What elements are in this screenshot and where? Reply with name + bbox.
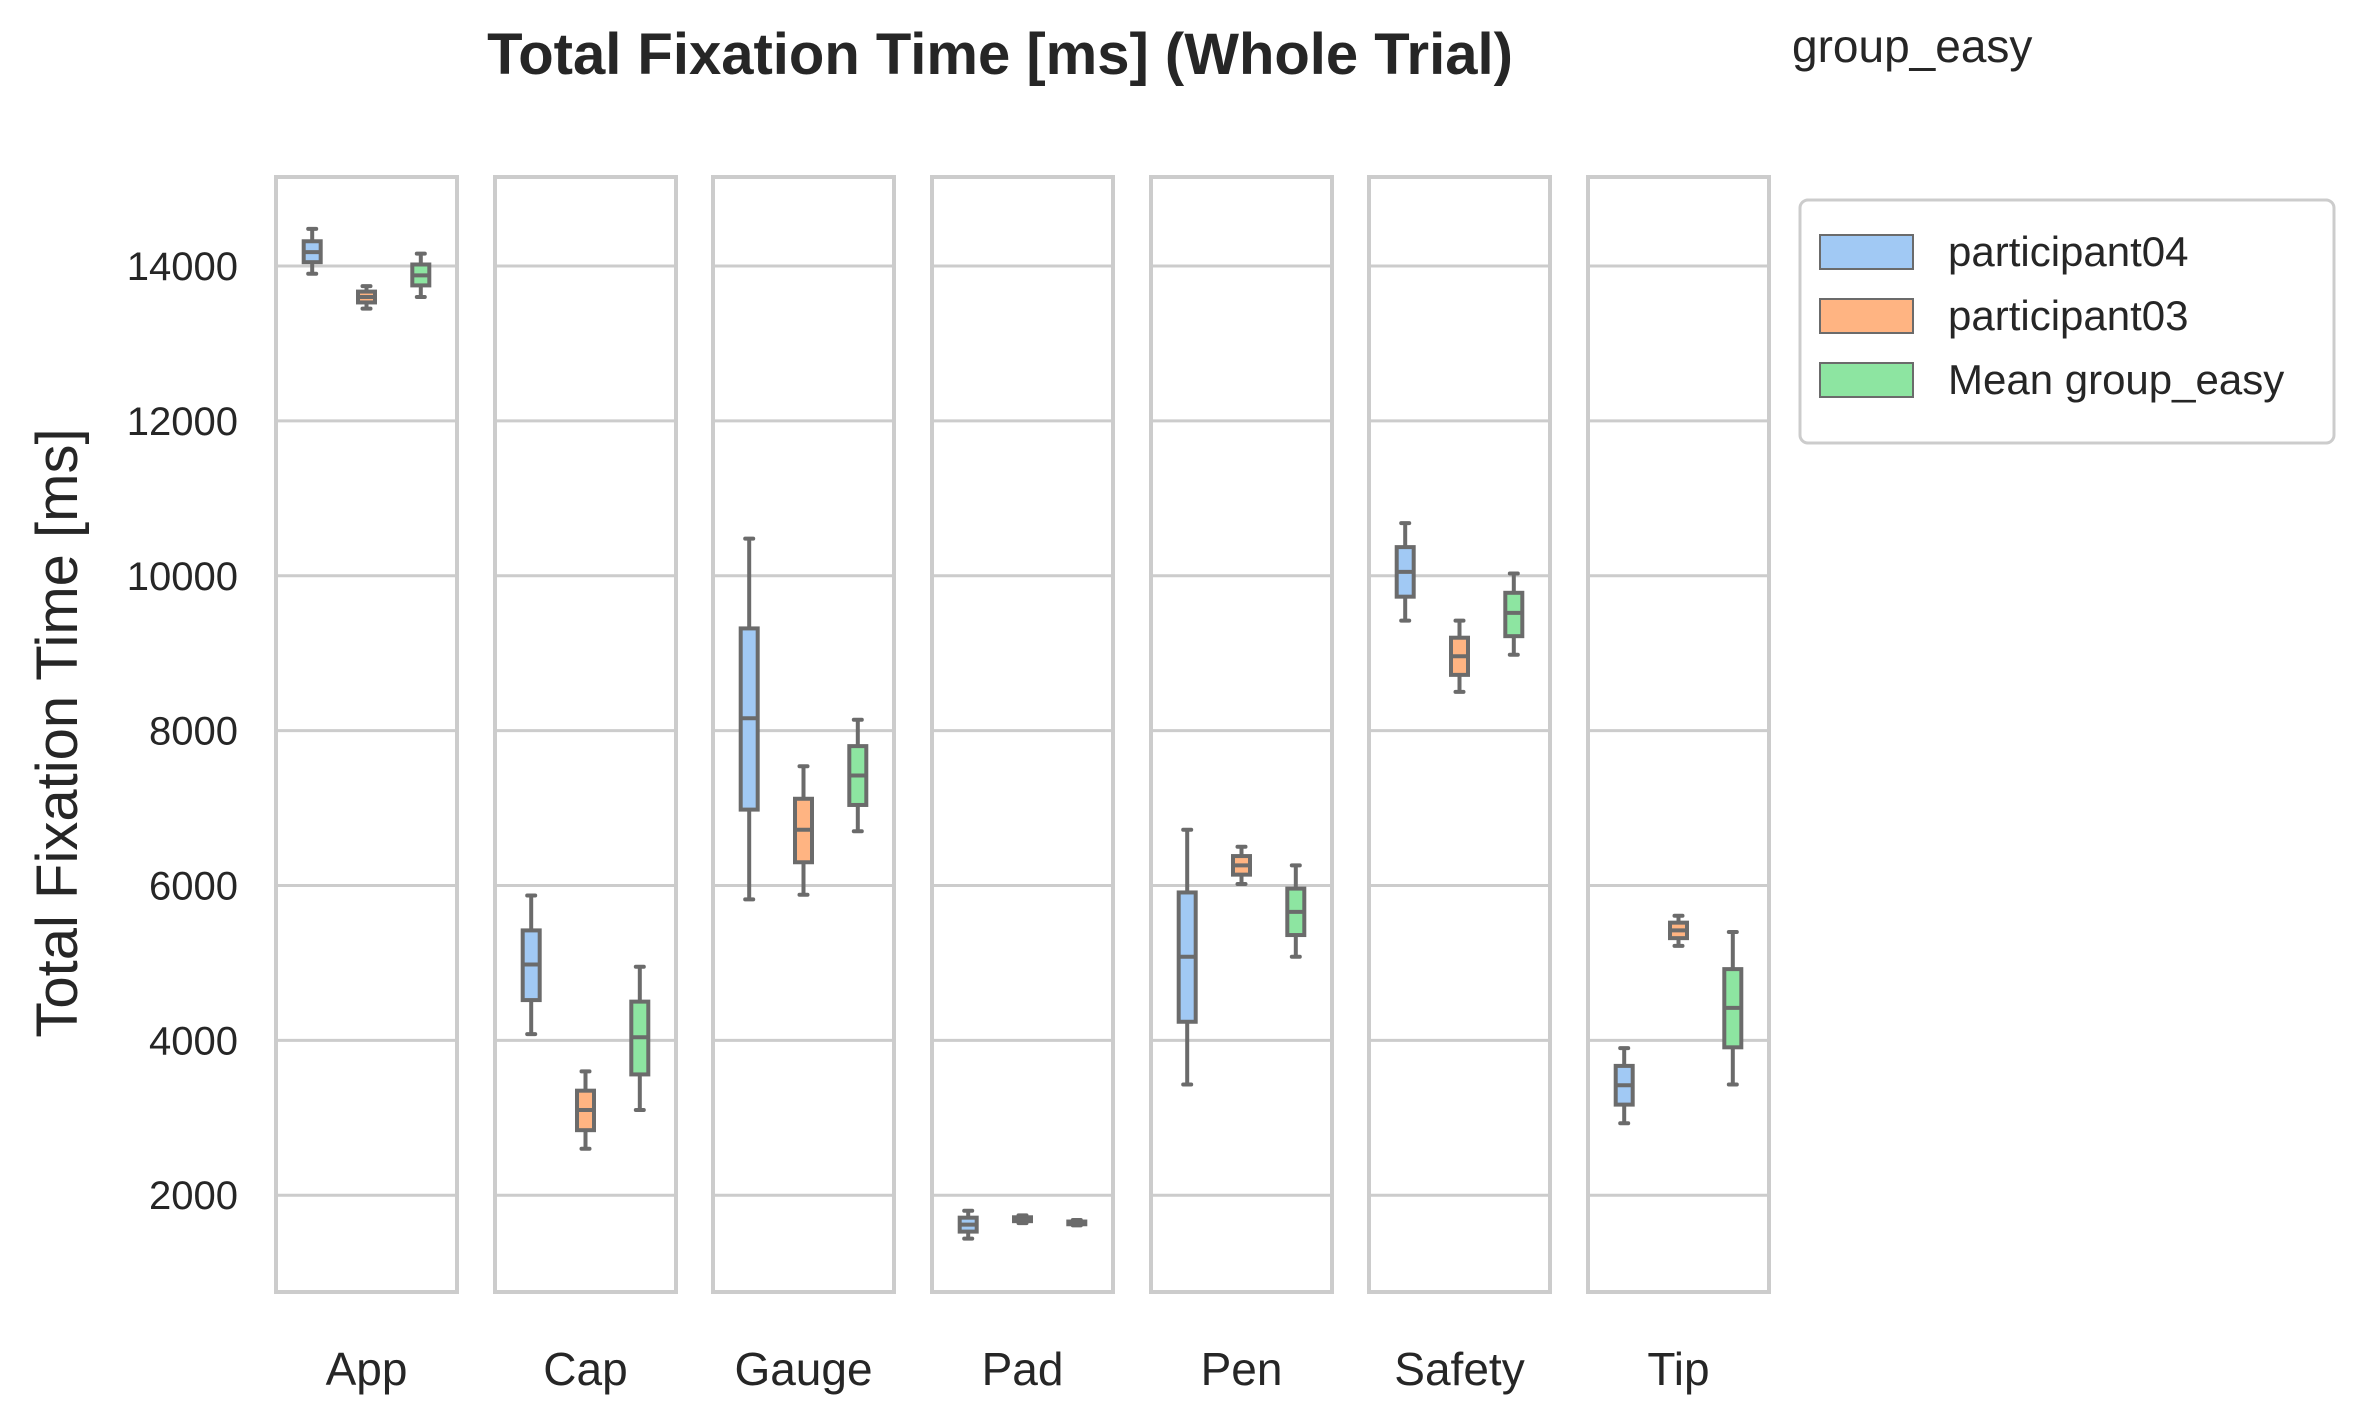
x-category-label: Pen (1201, 1343, 1283, 1395)
box-pen-series-0 (1176, 827, 1198, 1087)
box-gauge-series-1 (793, 764, 814, 897)
box-gauge-series-0 (738, 536, 760, 902)
x-category-label: Cap (543, 1343, 627, 1395)
y-axis-label: Total Fixation Time [ms] (25, 428, 90, 1037)
y-tick-label: 8000 (149, 710, 238, 754)
x-category-label: App (326, 1343, 408, 1395)
box-tip-series-2 (1722, 929, 1744, 1087)
legend-frame (1798, 198, 2336, 445)
panel-frame-gauge (711, 175, 896, 1294)
x-category-label: Tip (1647, 1343, 1709, 1395)
y-tick-label: 4000 (149, 1019, 238, 1063)
box-app-series-2 (410, 251, 432, 300)
legend: participant04 participant03 Mean group_eas… (1798, 198, 2336, 445)
box-pad-series-0 (957, 1208, 979, 1241)
box-pen-series-1 (1231, 844, 1252, 886)
box-tip-series-0 (1613, 1046, 1635, 1126)
box-safety-series-2 (1503, 571, 1525, 657)
y-tick-label: 6000 (149, 864, 238, 908)
panel-frame-tip (1586, 175, 1771, 1294)
panel-frame-app (274, 175, 459, 1294)
box-pen-series-2 (1285, 863, 1307, 959)
panel-frame-cap (493, 175, 678, 1294)
chart-title: Total Fixation Time [ms] (Whole Trial) (487, 22, 1513, 87)
x-category-label: Pad (982, 1343, 1064, 1395)
box-cap-series-0 (520, 893, 542, 1037)
y-tick-label: 10000 (127, 555, 238, 599)
panel-frame-pad (930, 175, 1115, 1294)
legend-label: Mean group_easy (1948, 356, 2284, 403)
panel-frame-safety (1367, 175, 1552, 1294)
box-cap-series-2 (629, 964, 651, 1113)
legend-swatch (1819, 362, 1914, 398)
legend-label: participant03 (1948, 292, 2189, 339)
box-gauge-series-2 (847, 717, 869, 834)
y-tick-label: 2000 (149, 1174, 238, 1218)
y-tick-label: 12000 (127, 400, 238, 444)
chart-subtitle: group_easy (1792, 20, 2032, 72)
y-tick-label: 14000 (127, 245, 238, 289)
box-app-series-0 (301, 226, 323, 276)
box-tip-series-1 (1668, 913, 1689, 948)
box-cap-series-1 (575, 1069, 596, 1151)
box-pad-series-2 (1066, 1217, 1088, 1228)
x-category-label: Gauge (734, 1343, 872, 1395)
legend-label: participant04 (1948, 228, 2189, 275)
box-app-series-1 (356, 284, 377, 311)
x-category-label: Safety (1394, 1343, 1524, 1395)
legend-swatch (1819, 234, 1914, 270)
box-safety-series-1 (1449, 618, 1470, 694)
legend-swatch (1819, 298, 1914, 334)
panel-frame-pen (1149, 175, 1334, 1294)
box-safety-series-0 (1394, 521, 1416, 623)
box-pad-series-1 (1012, 1213, 1033, 1226)
